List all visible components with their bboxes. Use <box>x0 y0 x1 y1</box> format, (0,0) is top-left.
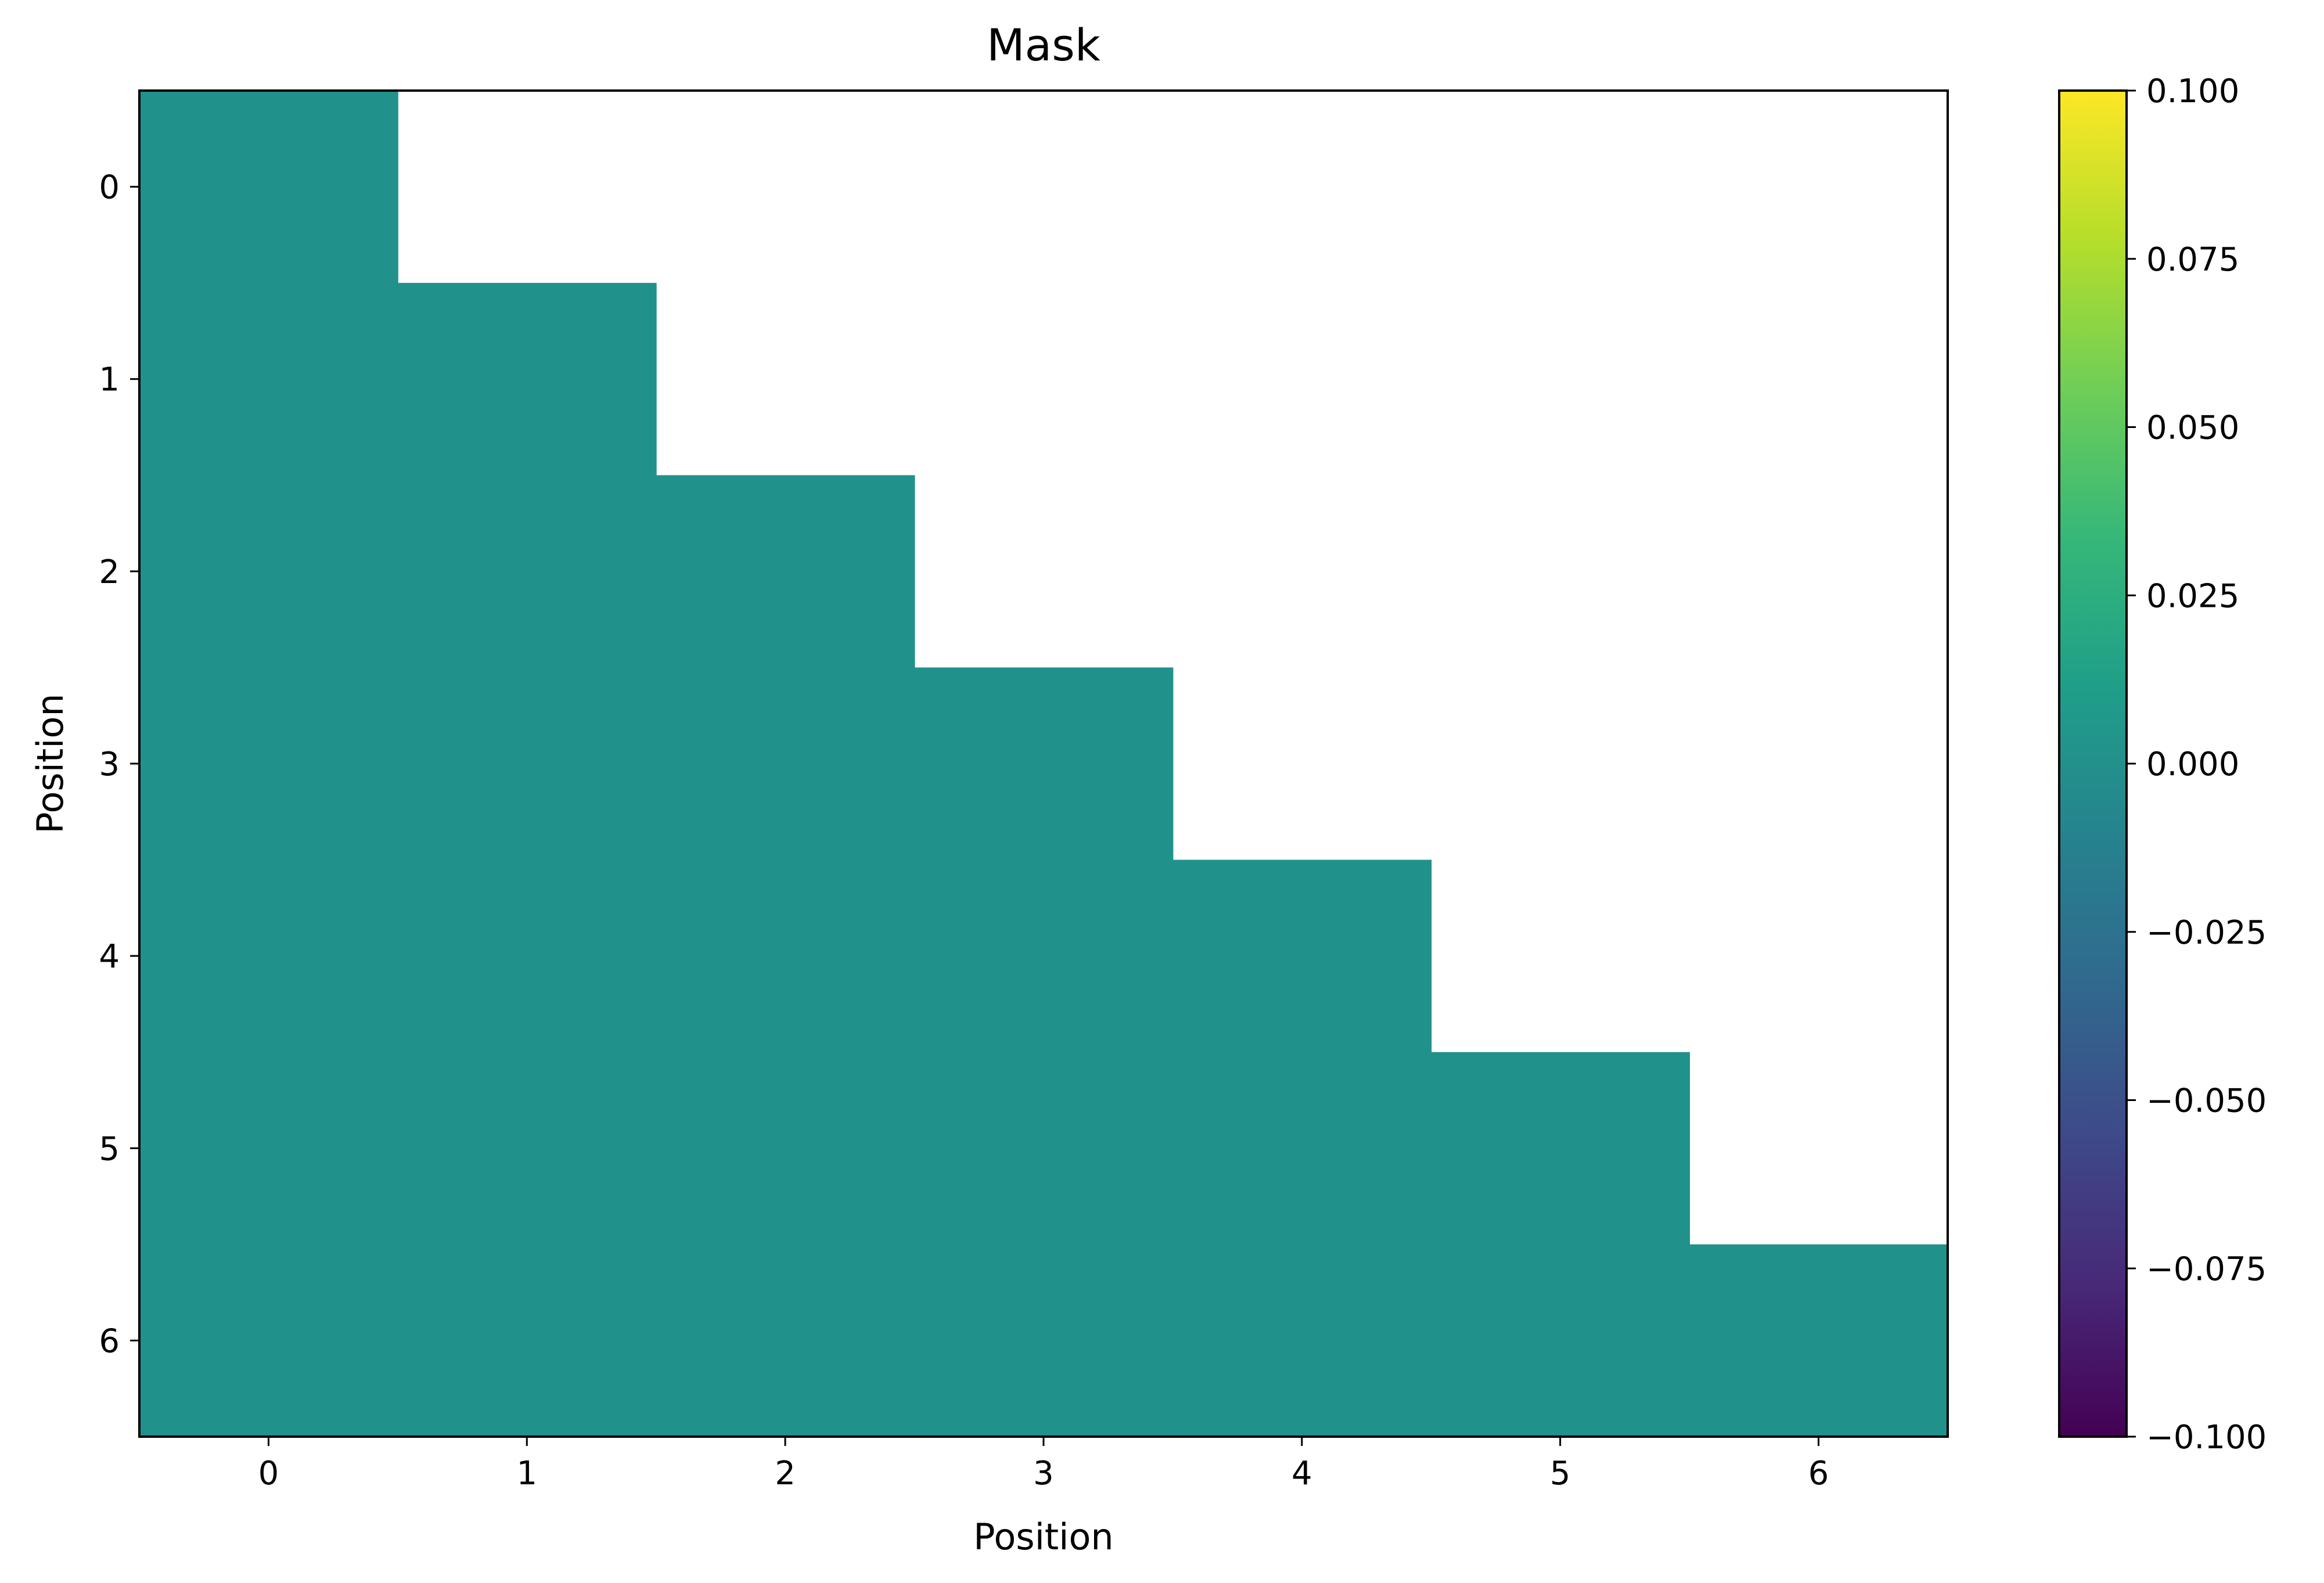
heatmap-cell <box>397 1244 657 1437</box>
y-tick-label: 6 <box>99 1322 120 1360</box>
y-tick-label: 0 <box>99 169 120 207</box>
heatmap-cell <box>139 91 398 284</box>
heatmap-cell <box>397 283 657 476</box>
heatmap-cell <box>139 1244 398 1437</box>
heatmap-cell <box>139 283 398 476</box>
heatmap-cell <box>656 475 915 668</box>
colorbar-tick-label: 0.025 <box>2146 577 2239 615</box>
heatmap-cell <box>914 667 1174 861</box>
heatmap-cell <box>914 1052 1174 1245</box>
heatmap-cell <box>656 1244 915 1437</box>
heatmap-cell <box>139 667 398 861</box>
x-tick-label: 3 <box>1033 1455 1054 1492</box>
colorbar-tick-label: 0.075 <box>2146 241 2239 279</box>
colorbar-tick-label: −0.050 <box>2146 1082 2267 1120</box>
heatmap-cell <box>656 1052 915 1245</box>
y-axis-ticks: 0 1 2 3 4 5 6 <box>99 169 139 1360</box>
colorbar-tick-label: −0.075 <box>2146 1250 2267 1288</box>
y-tick-label: 5 <box>99 1130 120 1168</box>
heatmap-cell <box>397 1052 657 1245</box>
y-tick-label: 4 <box>99 938 120 976</box>
colorbar-tick-label: 0.100 <box>2146 73 2239 110</box>
heatmap-cells <box>139 91 1948 1437</box>
y-tick-label: 1 <box>99 361 120 399</box>
y-axis-label: Position <box>29 693 71 833</box>
x-axis-label: Position <box>973 1516 1113 1558</box>
x-tick-label: 4 <box>1291 1455 1312 1492</box>
colorbar <box>2059 91 2127 1437</box>
heatmap-cell <box>139 475 398 668</box>
heatmap-cell <box>139 1052 398 1245</box>
heatmap-cell <box>397 475 657 668</box>
y-tick-label: 2 <box>99 553 120 591</box>
x-tick-label: 1 <box>516 1455 537 1492</box>
heatmap-cell <box>1689 1244 1948 1437</box>
chart-title: Mask <box>987 19 1100 71</box>
colorbar-tick-label: −0.025 <box>2146 914 2267 952</box>
x-tick-label: 0 <box>258 1455 279 1492</box>
colorbar-tick-label: −0.100 <box>2146 1419 2267 1456</box>
heatmap-cell <box>914 1244 1174 1437</box>
heatmap-cell <box>397 859 657 1053</box>
x-tick-label: 6 <box>1808 1455 1829 1492</box>
x-axis-ticks: 0 1 2 3 4 5 6 <box>258 1437 1829 1492</box>
heatmap-cell <box>397 667 657 861</box>
heatmap-cell <box>656 859 915 1053</box>
colorbar-ticks: −0.100 −0.075 −0.050 −0.025 0.000 0.025 0.050 0… <box>2127 73 2267 1456</box>
y-tick-label: 3 <box>99 746 120 783</box>
heatmap-cell <box>139 859 398 1053</box>
heatmap-cell <box>1172 1244 1432 1437</box>
heatmap-cell <box>656 667 915 861</box>
colorbar-tick-label: 0.050 <box>2146 409 2239 447</box>
x-tick-label: 2 <box>775 1455 796 1492</box>
heatmap-cell <box>1431 1244 1690 1437</box>
heatmap-cell <box>1172 1052 1432 1245</box>
x-tick-label: 5 <box>1550 1455 1571 1492</box>
colorbar-tick-label: 0.000 <box>2146 746 2239 783</box>
heatmap-cell <box>914 859 1174 1053</box>
heatmap-cell <box>1431 1052 1690 1245</box>
heatmap-cell <box>1172 859 1432 1053</box>
